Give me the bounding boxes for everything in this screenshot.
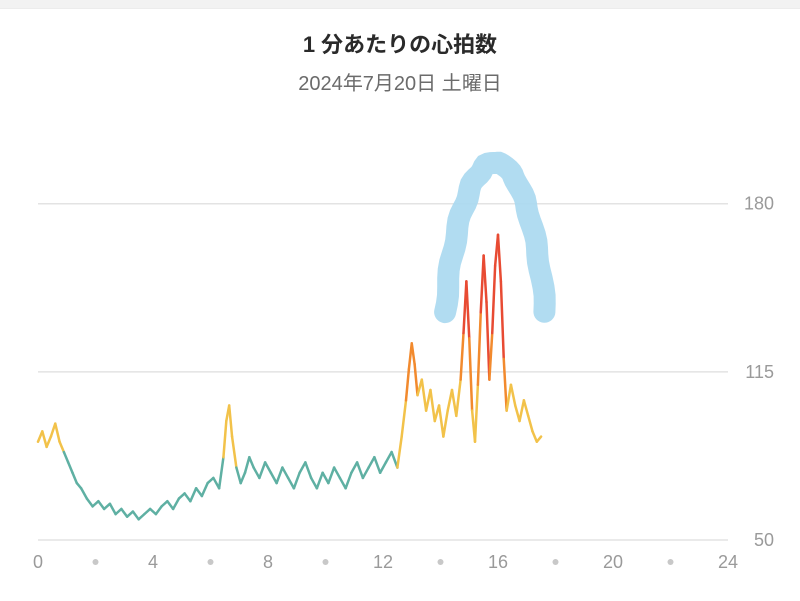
x-minor-dot	[553, 559, 559, 565]
chart-subtitle: 2024年7月20日 土曜日	[0, 67, 800, 96]
x-tick-label: 0	[33, 552, 43, 572]
y-tick-label: 50	[754, 530, 774, 550]
x-tick-label: 12	[373, 552, 393, 572]
x-tick-label: 16	[488, 552, 508, 572]
x-minor-dot	[93, 559, 99, 565]
x-minor-dot	[323, 559, 329, 565]
chart-header: 1 分あたりの心拍数 2024年7月20日 土曜日	[0, 27, 800, 96]
x-minor-dot	[438, 559, 444, 565]
heart-rate-chart: 50 115 180 0 4 8 12 16 20 24	[0, 122, 800, 592]
x-tick-label: 24	[718, 552, 738, 572]
y-tick-label: 115	[745, 362, 774, 382]
chart-svg: 50 115 180 0 4 8 12 16 20 24	[0, 122, 800, 592]
x-minor-dot	[208, 559, 214, 565]
x-tick-label: 4	[148, 552, 158, 572]
hr-series	[38, 235, 541, 520]
x-tick-label: 20	[603, 552, 623, 572]
x-minor-dot	[668, 559, 674, 565]
x-axis: 0 4 8 12 16 20 24	[33, 552, 738, 572]
chart-title: 1 分あたりの心拍数	[0, 27, 800, 59]
top-divider	[0, 0, 800, 9]
x-tick-label: 8	[263, 552, 273, 572]
y-tick-label: 180	[744, 194, 774, 214]
